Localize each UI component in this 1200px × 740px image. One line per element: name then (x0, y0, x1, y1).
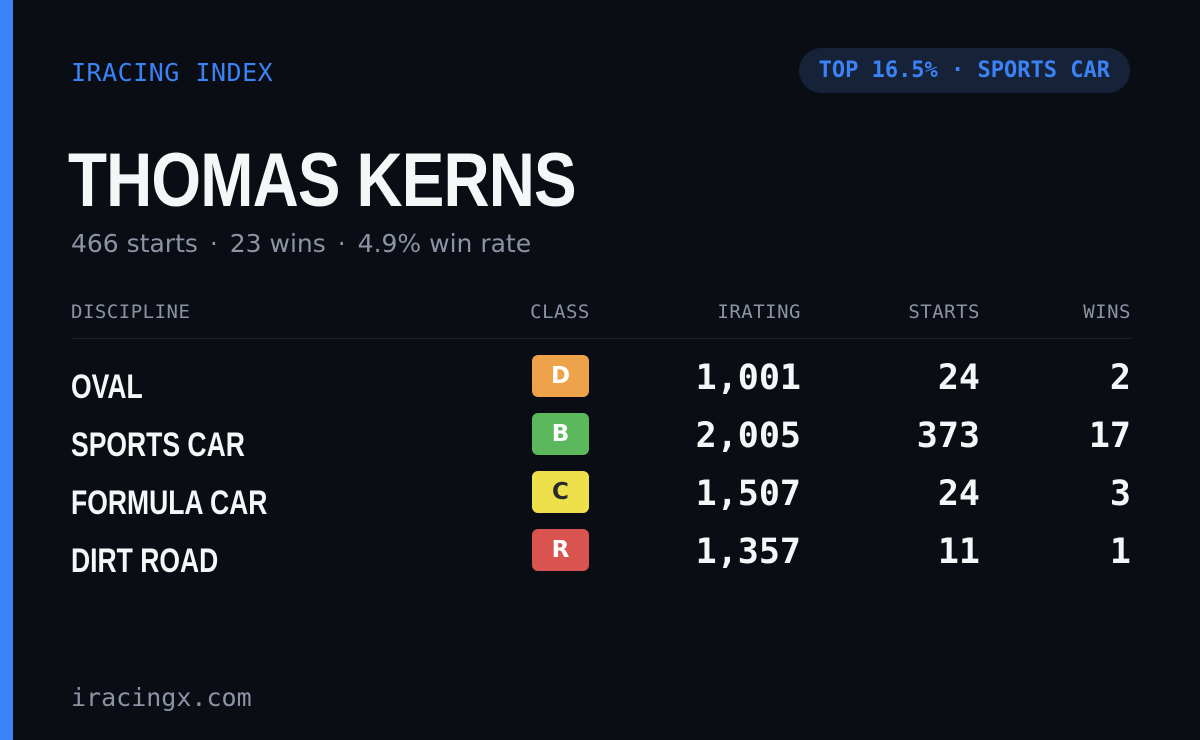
win-rate: 4.9% win rate (357, 229, 532, 258)
table-header: DISCIPLINE CLASS IRATING STARTS WINS (71, 296, 1131, 339)
discipline-name: DIRT ROAD (71, 542, 219, 580)
header-irating: IRATING (717, 301, 801, 323)
separator-dot: · (337, 229, 346, 258)
irating-value: 1,001 (695, 358, 801, 398)
wins-value: 2 (1109, 358, 1131, 398)
starts-value: 373 (916, 416, 980, 456)
header-discipline: DISCIPLINE (71, 301, 191, 323)
license-class-badge: B (532, 413, 589, 455)
table-row: OVAL D 1,001 24 2 (71, 355, 1131, 413)
license-class-badge: C (532, 471, 589, 513)
wins-value: 1 (1109, 532, 1131, 572)
driver-summary: 466 starts · 23 wins · 4.9% win rate (71, 226, 531, 262)
table-row: SPORTS CAR B 2,005 373 17 (71, 413, 1131, 471)
discipline-name: SPORTS CAR (71, 426, 245, 464)
irating-value: 2,005 (695, 416, 801, 456)
header-wins: WINS (1083, 301, 1131, 323)
starts-value: 24 (937, 358, 980, 398)
discipline-name: OVAL (71, 368, 143, 406)
wins-value: 3 (1109, 474, 1131, 514)
header-starts: STARTS (908, 301, 980, 323)
wins-count: 23 wins (229, 229, 326, 258)
table-row: DIRT ROAD R 1,357 11 1 (71, 529, 1131, 587)
wins-value: 17 (1088, 416, 1131, 456)
driver-name: THOMAS KERNS (68, 138, 577, 223)
brand-label: IRACING INDEX (71, 58, 274, 87)
footer-url[interactable]: iracingx.com (71, 683, 252, 712)
starts-count: 466 starts (71, 229, 198, 258)
license-class-badge: R (532, 529, 589, 571)
irating-value: 1,357 (695, 532, 801, 572)
starts-value: 24 (937, 474, 980, 514)
discipline-table: DISCIPLINE CLASS IRATING STARTS WINS OVA… (71, 296, 1131, 587)
separator-dot: · (209, 229, 218, 258)
table-row: FORMULA CAR C 1,507 24 3 (71, 471, 1131, 529)
irating-value: 1,507 (695, 474, 801, 514)
license-class-badge: D (532, 355, 589, 397)
rank-badge: TOP 16.5% · SPORTS CAR (798, 48, 1130, 93)
accent-bar (0, 0, 13, 740)
header-class: CLASS (530, 301, 590, 323)
discipline-name: FORMULA CAR (71, 484, 268, 522)
starts-value: 11 (937, 532, 980, 572)
table-body: OVAL D 1,001 24 2 SPORTS CAR B 2,005 373… (71, 339, 1131, 587)
